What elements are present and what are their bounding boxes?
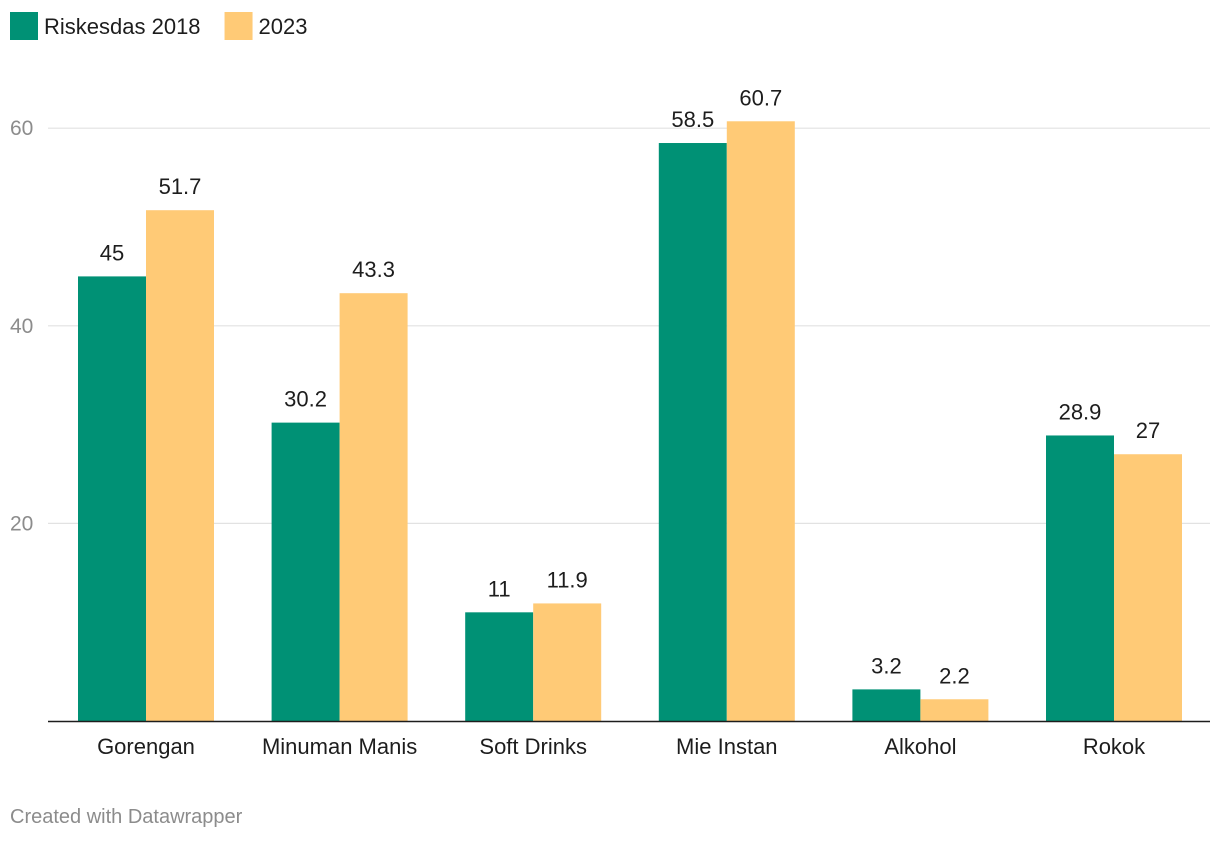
data-label-soft-drinks-riskesdas-2018: 11 — [488, 576, 511, 601]
bar-gorengan-riskesdas-2018 — [78, 276, 146, 721]
bar-rokok-2023 — [1114, 454, 1182, 721]
gridlines: 20 40 60 — [10, 117, 1210, 535]
legend: Riskesdas 2018 2023 — [10, 12, 308, 40]
data-label-alkohol-2023: 2.2 — [939, 663, 970, 688]
bar-mie-instan-2023 — [726, 121, 795, 721]
data-label-gorengan-2023: 51.7 — [159, 174, 202, 199]
legend-swatch-riskesdas-2018 — [10, 12, 38, 40]
y-tick-label-20: 20 — [10, 512, 33, 535]
x-tick-label-mie-instan: Mie Instan — [676, 734, 778, 759]
bar-alkohol-riskesdas-2018 — [852, 689, 921, 721]
y-tick-label-60: 60 — [10, 117, 33, 140]
y-tick-label-40: 40 — [10, 315, 33, 338]
data-label-minuman-manis-2023: 43.3 — [352, 257, 395, 282]
legend-label-2023: 2023 — [259, 14, 308, 39]
data-labels: 45 51.7 30.2 43.3 11 11.9 58.5 60.7 3.2 2.2 28.9 27 — [100, 85, 1160, 688]
legend-label-riskesdas-2018: Riskesdas 2018 — [44, 14, 201, 39]
bar-gorengan-2023 — [146, 210, 214, 722]
data-label-rokok-2023: 27 — [1136, 418, 1160, 443]
x-tick-label-rokok: Rokok — [1083, 734, 1146, 759]
data-label-mie-instan-2023: 60.7 — [739, 85, 782, 110]
bar-minuman-manis-2023 — [339, 293, 408, 721]
x-tick-label-minuman-manis: Minuman Manis — [262, 734, 417, 759]
legend-swatch-2023 — [224, 12, 253, 40]
bars — [78, 121, 1182, 722]
bar-soft-drinks-2023 — [533, 603, 602, 721]
x-axis: Gorengan Minuman Manis Soft Drinks Mie Inst… — [48, 720, 1210, 759]
datawrapper-credit: Created with Datawrapper — [10, 806, 243, 828]
x-tick-label-soft-drinks: Soft Drinks — [479, 734, 587, 759]
data-label-soft-drinks-2023: 11.9 — [547, 567, 588, 592]
data-label-rokok-riskesdas-2018: 28.9 — [1059, 399, 1102, 424]
legend-item-2023: 2023 — [224, 12, 308, 40]
legend-item-riskesdas-2018: Riskesdas 2018 — [10, 12, 201, 40]
data-label-gorengan-riskesdas-2018: 45 — [100, 240, 124, 265]
bar-mie-instan-riskesdas-2018 — [658, 143, 727, 721]
data-label-minuman-manis-riskesdas-2018: 30.2 — [284, 387, 327, 412]
x-tick-label-gorengan: Gorengan — [97, 734, 195, 759]
x-tick-label-alkohol: Alkohol — [884, 734, 956, 759]
data-label-mie-instan-riskesdas-2018: 58.5 — [671, 107, 714, 132]
bar-soft-drinks-riskesdas-2018 — [465, 612, 534, 721]
data-label-alkohol-riskesdas-2018: 3.2 — [871, 653, 902, 678]
bar-alkohol-2023 — [920, 699, 989, 721]
bar-minuman-manis-riskesdas-2018 — [271, 422, 340, 721]
bar-rokok-riskesdas-2018 — [1046, 435, 1114, 721]
